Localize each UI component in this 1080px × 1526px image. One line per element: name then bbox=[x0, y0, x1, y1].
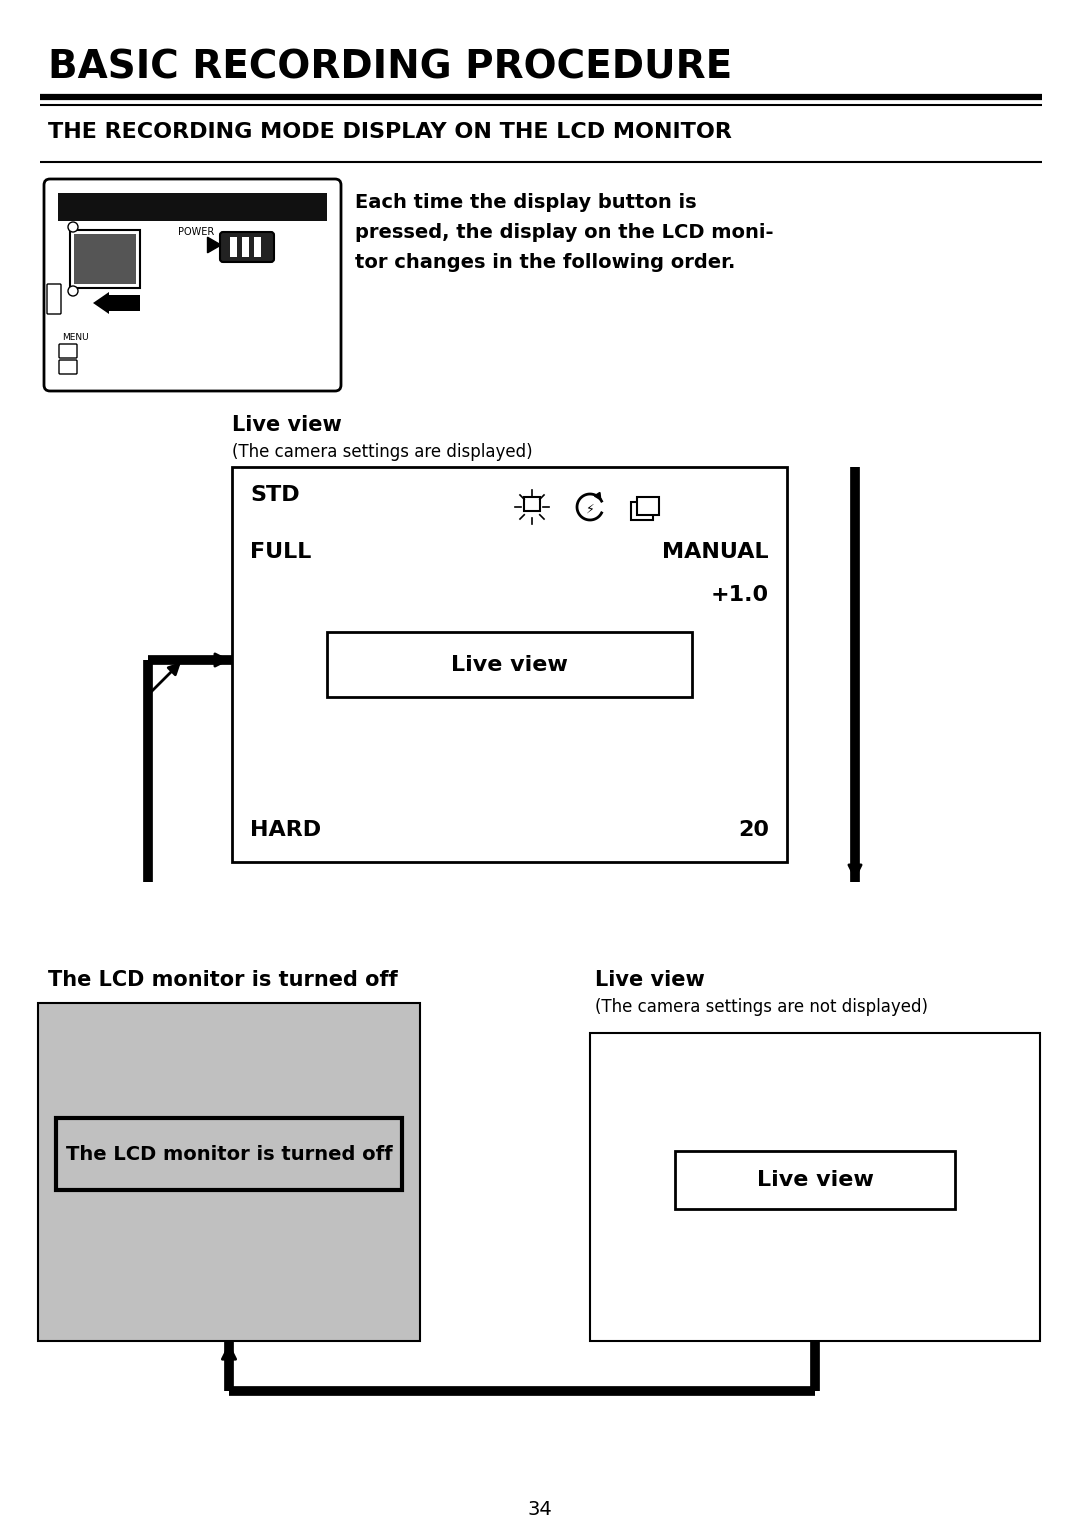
Text: MANUAL: MANUAL bbox=[662, 542, 769, 562]
Text: The LCD monitor is turned off: The LCD monitor is turned off bbox=[48, 971, 397, 990]
FancyBboxPatch shape bbox=[59, 343, 77, 359]
Text: FULL: FULL bbox=[249, 542, 311, 562]
FancyBboxPatch shape bbox=[44, 179, 341, 391]
Circle shape bbox=[68, 285, 78, 296]
Text: (The camera settings are displayed): (The camera settings are displayed) bbox=[232, 443, 532, 461]
Text: BASIC RECORDING PROCEDURE: BASIC RECORDING PROCEDURE bbox=[48, 47, 732, 85]
Bar bbox=[38, 1003, 420, 1341]
FancyBboxPatch shape bbox=[59, 360, 77, 374]
Text: 20: 20 bbox=[738, 819, 769, 839]
Text: STD: STD bbox=[249, 485, 299, 505]
Text: POWER: POWER bbox=[178, 227, 214, 237]
Bar bbox=[327, 632, 692, 697]
FancyArrow shape bbox=[137, 661, 156, 694]
Text: THE RECORDING MODE DISPLAY ON THE LCD MONITOR: THE RECORDING MODE DISPLAY ON THE LCD MO… bbox=[48, 122, 732, 142]
Bar bbox=[75, 233, 136, 284]
Bar bbox=[242, 237, 249, 256]
Text: Live view: Live view bbox=[757, 1170, 874, 1190]
Text: tor changes in the following order.: tor changes in the following order. bbox=[355, 253, 735, 272]
Text: ⚡: ⚡ bbox=[585, 502, 594, 516]
Bar bbox=[70, 230, 140, 288]
FancyBboxPatch shape bbox=[48, 284, 60, 314]
Text: Live view: Live view bbox=[232, 415, 341, 435]
Bar bbox=[230, 237, 237, 256]
Text: MENU: MENU bbox=[62, 333, 89, 342]
Bar bbox=[637, 497, 659, 514]
Text: (The camera settings are not displayed): (The camera settings are not displayed) bbox=[595, 998, 928, 1016]
Text: Live view: Live view bbox=[595, 971, 705, 990]
Bar bbox=[675, 1151, 955, 1209]
Bar bbox=[631, 502, 653, 520]
Text: 34: 34 bbox=[528, 1500, 552, 1518]
Bar bbox=[232, 467, 787, 862]
Bar bbox=[524, 497, 540, 511]
Text: +1.0: +1.0 bbox=[711, 584, 769, 604]
Text: Live view: Live view bbox=[451, 655, 568, 674]
Text: Each time the display button is: Each time the display button is bbox=[355, 192, 697, 212]
Circle shape bbox=[68, 221, 78, 232]
FancyBboxPatch shape bbox=[220, 232, 274, 262]
Text: The LCD monitor is turned off: The LCD monitor is turned off bbox=[66, 1144, 392, 1163]
Bar bbox=[58, 192, 327, 221]
Text: pressed, the display on the LCD moni-: pressed, the display on the LCD moni- bbox=[355, 223, 773, 243]
Text: HARD: HARD bbox=[249, 819, 321, 839]
Bar bbox=[56, 1119, 402, 1190]
Bar bbox=[254, 237, 261, 256]
FancyArrow shape bbox=[93, 291, 140, 314]
Bar bbox=[590, 1033, 1040, 1341]
